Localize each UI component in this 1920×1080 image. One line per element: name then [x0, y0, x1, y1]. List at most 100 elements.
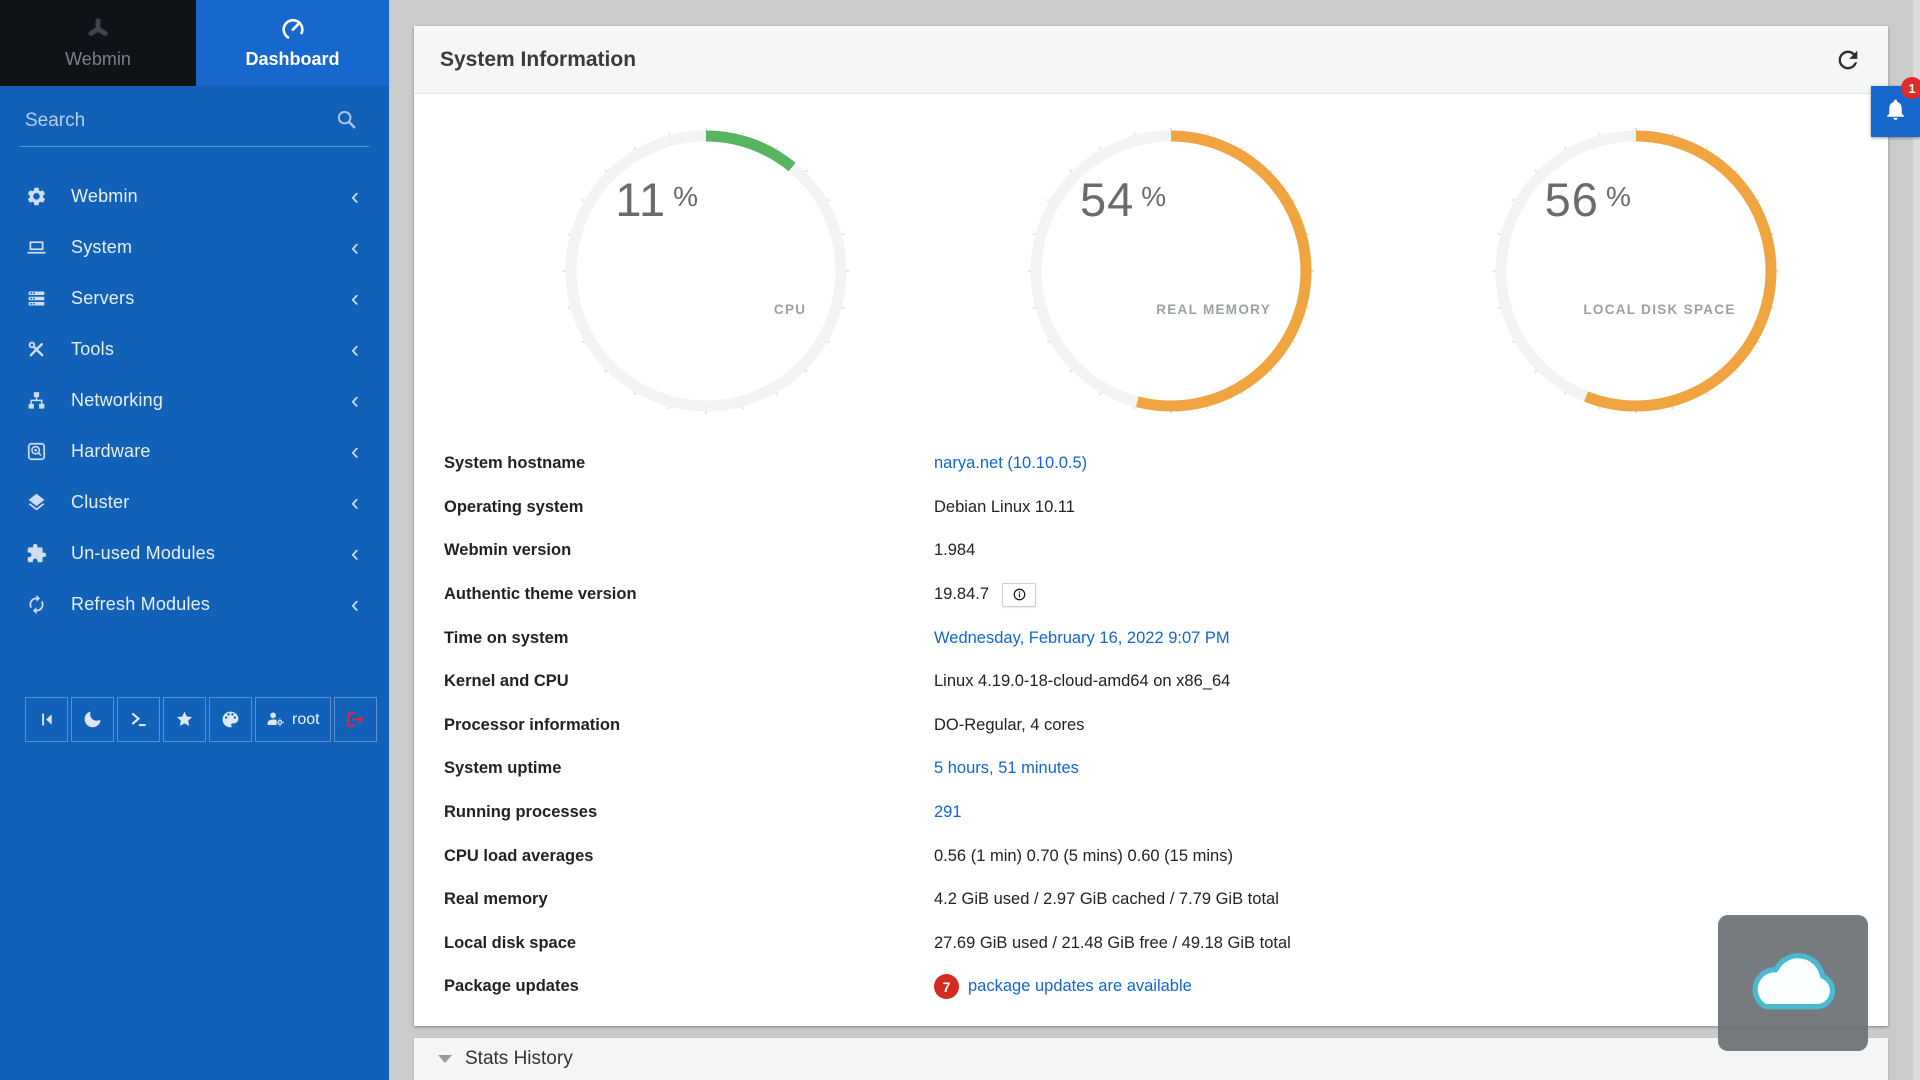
tab-dashboard[interactable]: Dashboard	[196, 0, 389, 86]
scrollbar-track[interactable]	[1913, 0, 1920, 1080]
sidebar-item-label: Cluster	[71, 492, 130, 512]
tab-webmin[interactable]: Webmin	[0, 0, 196, 86]
gauge-local-disk-space: 56% LOCAL DISK SPACE	[1481, 116, 1791, 426]
chevron-left-icon: ‹	[351, 386, 359, 414]
value-text: 4.2 GiB used / 2.97 GiB cached / 7.79 Gi…	[934, 890, 1279, 909]
value-link[interactable]: 5 hours, 51 minutes	[934, 759, 1079, 778]
favorites-button[interactable]	[163, 697, 206, 742]
stats-history-header[interactable]: Stats History	[414, 1038, 1888, 1080]
info-row-value: 27.69 GiB used / 21.48 GiB free / 49.18 …	[934, 922, 1888, 966]
search-input[interactable]	[20, 106, 369, 147]
notifications-button[interactable]: 1	[1871, 77, 1920, 137]
value-text: DO-Regular, 4 cores	[934, 715, 1085, 734]
sidebar-item-label: Networking	[71, 390, 164, 410]
value-link[interactable]: Wednesday, February 16, 2022 9:07 PM	[934, 628, 1230, 647]
gauge-real-memory: 54% REAL MEMORY	[1016, 116, 1326, 426]
layers-icon	[26, 492, 47, 513]
gauge-value: 54%	[1080, 173, 1167, 226]
search-row	[0, 86, 389, 147]
sidebar-item-refresh-modules[interactable]: Refresh Modules ‹	[0, 579, 389, 630]
info-row-label: Local disk space	[444, 933, 577, 952]
card-header: System Information	[414, 26, 1888, 94]
collapse-icon	[37, 710, 56, 729]
notification-count-badge: 1	[1901, 77, 1920, 99]
info-row-value: 5 hours, 51 minutes	[934, 747, 1888, 791]
info-row-label: Time on system	[444, 628, 569, 647]
info-row-label: Package updates	[444, 977, 579, 996]
value-text: 1.984	[934, 541, 976, 560]
value-text: 19.84.7	[934, 585, 990, 604]
gauges-row: 11% CPU 54% REAL MEMORY 56% LOCAL DISK	[414, 94, 1888, 426]
tab-webmin-label: Webmin	[65, 49, 131, 69]
collapse-sidebar-button[interactable]	[25, 697, 68, 742]
info-row-label: Running processes	[444, 803, 598, 822]
user-menu-button[interactable]: root	[255, 697, 331, 742]
info-row-value: Linux 4.19.0-18-cloud-amd64 on x86_64	[934, 660, 1888, 704]
servers-icon	[26, 288, 47, 309]
gear-icon	[26, 186, 47, 207]
info-button[interactable]	[1002, 582, 1037, 607]
webmin-logo-icon	[85, 16, 111, 42]
info-row-value: Debian Linux 10.11	[934, 486, 1888, 530]
sidebar: Webmin Dashboard Webmin‹System‹Servers‹T…	[0, 0, 389, 1080]
gauge-value: 11%	[615, 173, 699, 226]
value-text: 0.56 (1 min) 0.70 (5 mins) 0.60 (15 mins…	[934, 846, 1233, 865]
laptop-icon	[26, 237, 47, 258]
info-row-value: 0.56 (1 min) 0.70 (5 mins) 0.60 (15 mins…	[934, 834, 1888, 878]
sidebar-item-webmin[interactable]: Webmin ‹	[0, 171, 389, 222]
info-row-value: 291	[934, 791, 1888, 835]
gauge-label: LOCAL DISK SPACE	[1583, 302, 1736, 317]
info-row-label: CPU load averages	[444, 846, 594, 865]
bell-icon	[1883, 97, 1908, 127]
sidebar-item-label: Refresh Modules	[71, 594, 211, 614]
theme-button[interactable]	[209, 697, 252, 742]
info-row-label: Processor information	[444, 715, 621, 734]
info-row-value: narya.net (10.10.0.5)	[934, 442, 1888, 486]
chevron-left-icon: ‹	[351, 437, 359, 465]
sidebar-item-hardware[interactable]: Hardware ‹	[0, 426, 389, 477]
system-info-table: System hostname narya.net (10.10.0.5) Oper…	[444, 442, 1888, 1009]
refresh-button[interactable]	[1834, 46, 1862, 74]
info-row-value: 4.2 GiB used / 2.97 GiB cached / 7.79 Gi…	[934, 878, 1888, 922]
info-row-value: 1.984	[934, 529, 1888, 573]
puzzle-icon	[26, 543, 47, 564]
chevron-left-icon: ‹	[351, 284, 359, 312]
value-link[interactable]: narya.net (10.10.0.5)	[934, 454, 1088, 473]
cloud-icon	[1745, 948, 1841, 1019]
chevron-left-icon: ‹	[351, 182, 359, 210]
info-row-label: Webmin version	[444, 541, 572, 560]
info-row-label: Operating system	[444, 497, 584, 516]
sidebar-item-label: Hardware	[71, 441, 151, 461]
chevron-left-icon: ‹	[351, 590, 359, 618]
sidebar-item-label: Tools	[71, 339, 115, 359]
update-count-badge: 7	[934, 974, 959, 1000]
night-mode-button[interactable]	[71, 697, 114, 742]
sidebar-item-networking[interactable]: Networking ‹	[0, 375, 389, 426]
refresh-icon	[1834, 50, 1862, 77]
chevron-left-icon: ‹	[351, 539, 359, 567]
info-row-label: System uptime	[444, 759, 562, 778]
page-title: System Information	[440, 47, 637, 71]
sidebar-item-label: Webmin	[71, 186, 138, 206]
gauge-label: REAL MEMORY	[1156, 302, 1271, 317]
chevron-left-icon: ‹	[351, 335, 359, 363]
sidebar-item-system[interactable]: System ‹	[0, 222, 389, 273]
gauge-label: CPU	[773, 302, 807, 317]
sidebar-item-servers[interactable]: Servers ‹	[0, 273, 389, 324]
system-information-card: System Information 11% CPU 54% RE	[414, 26, 1888, 1026]
logout-button[interactable]	[333, 697, 377, 742]
sidebar-item-label: System	[71, 237, 133, 257]
sidebar-item-cluster[interactable]: Cluster ‹	[0, 477, 389, 528]
sidebar-item-tools[interactable]: Tools ‹	[0, 324, 389, 375]
star-icon	[175, 710, 194, 729]
value-link[interactable]: 291	[934, 803, 962, 822]
gauge-value: 56%	[1544, 173, 1631, 226]
value-text: Linux 4.19.0-18-cloud-amd64 on x86_64	[934, 672, 1231, 691]
terminal-icon	[129, 710, 148, 729]
stats-history-title: Stats History	[465, 1048, 573, 1069]
search-icon[interactable]	[335, 108, 357, 130]
terminal-button[interactable]	[117, 697, 160, 742]
sidebar-item-label: Un-used Modules	[71, 543, 216, 563]
sidebar-item-un-used-modules[interactable]: Un-used Modules ‹	[0, 528, 389, 579]
value-link[interactable]: package updates are available	[968, 977, 1192, 996]
